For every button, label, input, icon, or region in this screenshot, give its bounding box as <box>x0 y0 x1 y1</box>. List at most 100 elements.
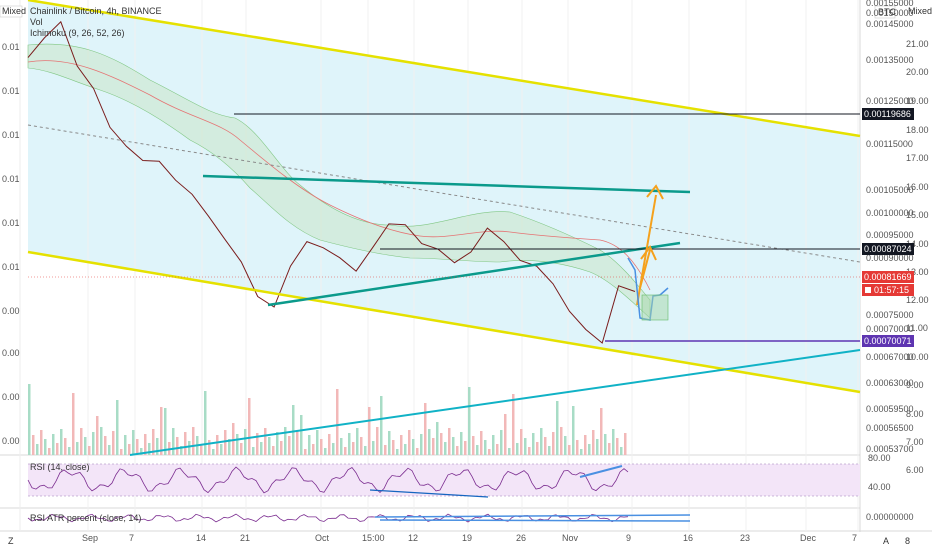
volume-bar <box>152 429 155 455</box>
volume-bar <box>400 435 403 455</box>
volume-bar <box>240 443 243 455</box>
atr-divergence-2 <box>379 519 691 522</box>
volume-bar <box>52 434 55 455</box>
price-tick: 0.00115000 <box>866 139 913 149</box>
svg-text:0.00087024: 0.00087024 <box>864 244 912 254</box>
volume-bar <box>464 441 467 455</box>
svg-text:0.00119686: 0.00119686 <box>864 109 911 119</box>
atr-divergence-1 <box>374 514 691 518</box>
uptrend-line <box>129 349 861 456</box>
volume-bar <box>244 429 247 455</box>
volume-bar <box>64 438 67 455</box>
volume-bar <box>224 430 227 455</box>
volume-bar <box>208 440 211 455</box>
left-tick: 0.00 <box>2 348 20 358</box>
volume-bar <box>408 430 411 455</box>
volume-bar <box>44 439 47 455</box>
price-tick: 0.00155000 <box>866 0 914 8</box>
volume-bar <box>80 428 83 455</box>
time-tick: Dec <box>800 533 817 543</box>
rsi-divergence-1 <box>369 489 489 498</box>
volume-bar <box>456 446 459 455</box>
price-tick: 0.00059500 <box>866 404 914 414</box>
volume-bar <box>492 435 495 455</box>
volume-bar <box>200 445 203 455</box>
percent-tick: 15.00 <box>906 210 929 220</box>
volume-bar <box>132 430 135 455</box>
volume-bar <box>576 440 579 455</box>
volume-bar <box>260 442 263 455</box>
volume-bar <box>424 403 427 455</box>
left-tick: 0.01 <box>2 86 20 96</box>
mixed-right-label[interactable]: Mixed <box>908 6 932 16</box>
volume-bar <box>620 447 623 455</box>
currency-button[interactable] <box>874 5 896 19</box>
volume-bar <box>524 438 527 455</box>
left-tick: 0.00 <box>2 306 20 316</box>
volume-bar <box>388 431 391 455</box>
volume-bar <box>104 436 107 455</box>
percent-tick: 7.00 <box>906 437 924 447</box>
volume-bar <box>556 401 559 455</box>
volume-bar <box>296 431 299 455</box>
volume-bar <box>392 440 395 455</box>
volume-bar <box>444 442 447 455</box>
price-tick: 0.00100000 <box>866 208 914 218</box>
percent-tick: 19.00 <box>906 96 929 106</box>
volume-bar <box>376 427 379 455</box>
rsi-label: RSI (14, close) <box>30 462 90 472</box>
volume-bar <box>432 438 435 455</box>
zoom-button[interactable]: Z <box>8 536 14 546</box>
projection-arrows <box>636 184 664 306</box>
volume-bar <box>528 447 531 455</box>
volume-bar <box>136 439 139 455</box>
price-tick: 0.00067000 <box>866 352 914 362</box>
volume-bar <box>252 447 255 455</box>
volume-bar <box>600 408 603 455</box>
volume-bar <box>448 428 451 455</box>
percent-tick: 8.00 <box>906 409 924 419</box>
price-tick: 0.00090000 <box>866 253 914 263</box>
rsi-band <box>28 464 860 496</box>
price-tick: 0.00053700 <box>866 444 914 454</box>
chart-title: Chainlink / Bitcoin, 4h, BINANCE <box>30 6 162 16</box>
volume-bar <box>548 446 551 455</box>
volume-bar <box>144 434 147 455</box>
volume-bar <box>192 427 195 455</box>
volume-bar <box>308 435 311 455</box>
mixed-left-button[interactable] <box>0 5 23 18</box>
volume-bar <box>500 430 503 455</box>
price-tick: 0.00095000 <box>866 230 914 240</box>
left-tick: 0.01 <box>2 174 20 184</box>
volume-bar <box>396 449 399 455</box>
percent-tick: 11.00 <box>906 323 928 333</box>
volume-bar <box>348 433 351 455</box>
volume-bar <box>476 445 479 455</box>
volume-bar <box>416 448 419 455</box>
auto-scale-button[interactable]: A <box>883 536 889 546</box>
time-axis[interactable]: Sep 7 14 21 Oct 15:00 12 19 26 Nov 9 16 23 Dec 7 <box>82 533 857 543</box>
percent-axis[interactable]: 21.00 20.00 19.00 18.00 17.00 16.00 15.00 14.00… <box>906 39 929 475</box>
volume-bar <box>216 435 219 455</box>
price-tick: 0.00075000 <box>866 310 914 320</box>
volume-bar <box>480 431 483 455</box>
time-tick: Sep <box>82 533 98 543</box>
volume-bar <box>564 436 567 455</box>
volume-bar <box>112 431 115 455</box>
volume-bar <box>520 429 523 455</box>
level-tag-current: 0.00081669 01:57:15 <box>862 271 914 296</box>
price-tick: 0.00105000 <box>866 185 914 195</box>
volume-bar <box>120 449 123 455</box>
time-tick: 23 <box>740 533 750 543</box>
volume-bar <box>580 449 583 455</box>
volume-bar <box>268 437 271 455</box>
volume-bar <box>372 441 375 455</box>
volume-bar <box>504 414 507 455</box>
volume-bar <box>468 387 471 455</box>
volume-bar <box>516 443 519 455</box>
volume-bar <box>452 437 455 455</box>
percent-tick: 6.00 <box>906 465 924 475</box>
settings-button[interactable]: 8 <box>905 536 910 546</box>
volume-bar <box>164 408 167 455</box>
